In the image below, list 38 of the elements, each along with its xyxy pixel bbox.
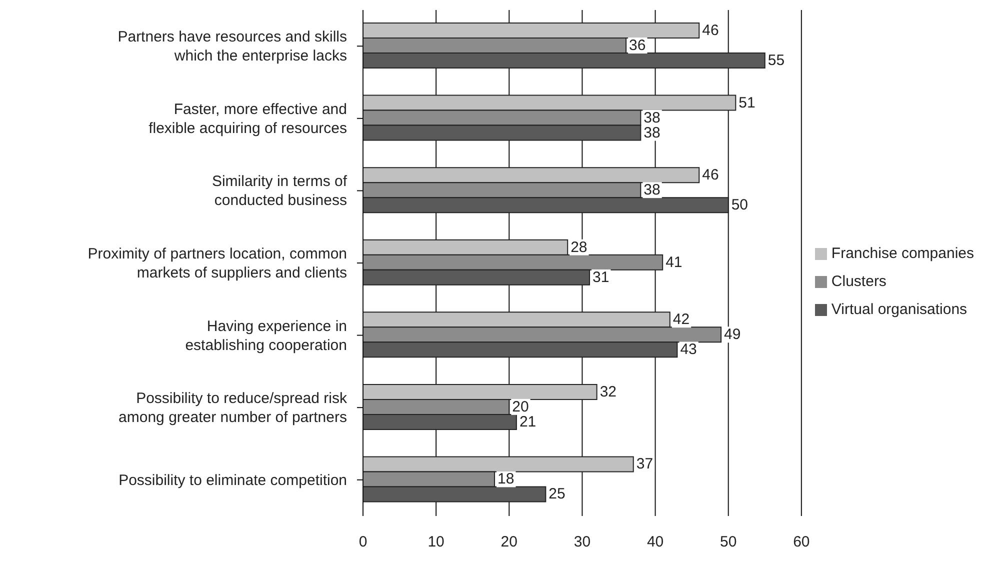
data-label: 38: [644, 124, 660, 142]
data-label: 41: [666, 254, 682, 271]
legend-label: Clusters: [831, 273, 886, 290]
data-label: 49: [724, 326, 741, 344]
x-tick-label: 30: [574, 534, 591, 551]
x-tick-label: 10: [428, 534, 444, 551]
x-tick-label: 40: [646, 534, 664, 551]
x-tick-label: 60: [793, 534, 810, 551]
data-label: 43: [680, 341, 697, 358]
data-label: 28: [570, 238, 588, 256]
data-label: 51: [738, 94, 756, 112]
data-label: 31: [592, 268, 610, 286]
data-label: 42: [672, 311, 690, 328]
data-label: 37: [636, 456, 654, 473]
data-label: 55: [768, 52, 785, 70]
y-tick-label: Proximity of partners location, common markets of suppliers and clients: [88, 245, 347, 281]
y-tick-label: Similarity in terms of conducted business: [212, 172, 348, 209]
data-label: 46: [702, 166, 719, 184]
y-tick-label: Partners have resources and skills which the enterprise lacks: [118, 28, 347, 64]
data-label: 38: [644, 182, 660, 199]
data-label: 50: [731, 196, 748, 214]
y-tick-label: Possibility to reduce/spread risk among greater number of partners: [118, 390, 348, 426]
x-tick-label: 20: [500, 534, 518, 551]
y-tick-label: Faster, more effective and flexible acquiring of resources: [148, 100, 347, 136]
data-label: 25: [548, 486, 566, 503]
y-tick-label: Having experience in establishing cooperation: [185, 317, 347, 354]
x-tick-label: 50: [720, 534, 737, 551]
data-label: 21: [519, 413, 536, 430]
legend-label: Virtual organisations: [831, 301, 968, 318]
data-label: 18: [498, 470, 514, 488]
y-tick-label: Possibility to eliminate competition: [118, 471, 347, 488]
data-label: 46: [702, 22, 719, 40]
x-tick-label: 0: [358, 534, 368, 551]
legend-label: Franchise companies: [831, 245, 974, 262]
data-label: 38: [644, 109, 660, 126]
data-label: 32: [600, 383, 617, 400]
data-label: 36: [629, 37, 646, 54]
data-label: 20: [512, 398, 529, 416]
